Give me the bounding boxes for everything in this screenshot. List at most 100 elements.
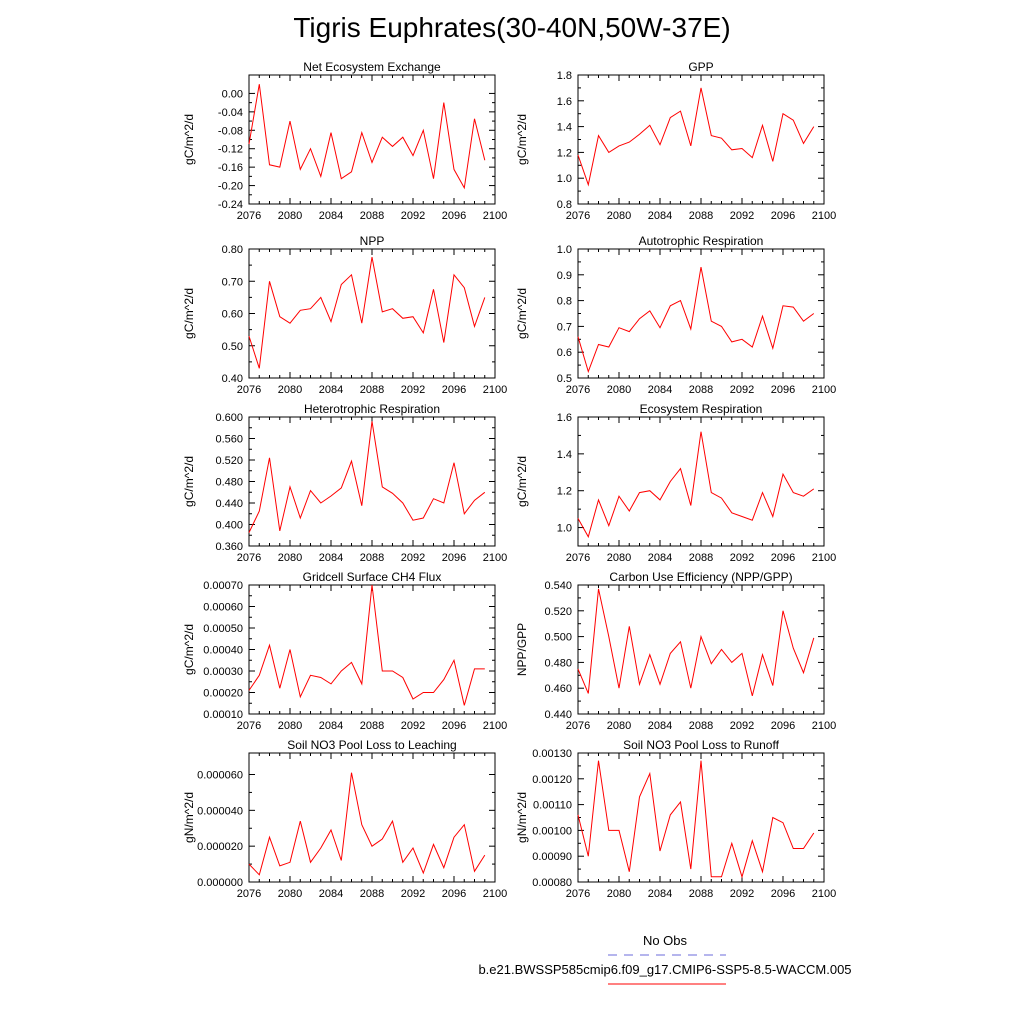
x-tick-label: 2080 [607,210,631,222]
x-tick-label: 2076 [237,210,261,222]
plot-frame [248,752,496,883]
y-tick-label: 1.2 [557,486,572,498]
x-tick-label: 2100 [483,552,507,564]
x-tick-label: 2100 [483,210,507,222]
x-tick-label: 2076 [566,552,590,564]
y-tick-label: 0.360 [215,541,243,553]
x-tick-label: 2088 [360,888,384,900]
x-tick-label: 2076 [237,888,261,900]
x-tick-label: 2088 [689,384,713,396]
y-tick-label: 1.4 [557,449,572,461]
y-tick-label: 0.00 [222,88,243,100]
y-axis-label: gC/m^2/d [182,624,196,675]
x-tick-label: 2096 [442,384,466,396]
panel-title: NPP [360,234,385,248]
x-tick-label: 2096 [771,210,795,222]
y-tick-label: 0.000060 [197,770,243,782]
panel-9: Soil NO3 Pool Loss to Leaching gN/m^2/d 20… [182,738,507,900]
plot-frame [577,752,825,883]
x-tick-label: 2080 [278,888,302,900]
series-line [577,267,815,374]
y-tick-label: -0.20 [218,181,243,193]
panel-title: Soil NO3 Pool Loss to Runoff [623,738,780,752]
x-tick-label: 2092 [401,384,425,396]
y-tick-label: -0.16 [218,162,243,174]
x-tick-label: 2088 [360,552,384,564]
x-tick-label: 2088 [360,384,384,396]
panel-title: Carbon Use Efficiency (NPP/GPP) [609,570,792,584]
panel-title: Ecosystem Respiration [640,402,763,416]
y-tick-label: 0.440 [215,498,243,510]
y-tick-label: 0.520 [544,606,572,618]
x-tick-label: 2080 [607,384,631,396]
y-tick-label: 0.6 [557,347,572,359]
y-tick-label: 0.520 [215,455,243,467]
panel-7: Gridcell Surface CH4 Flux gC/m^2/d 2076 208… [182,570,507,732]
y-axis-label: gC/m^2/d [182,456,196,507]
panel-title: Gridcell Surface CH4 Flux [303,570,442,584]
y-tick-label: 0.60 [222,309,243,321]
x-tick-label: 2096 [442,720,466,732]
x-tick-label: 2088 [360,720,384,732]
y-tick-label: 1.0 [557,173,572,185]
y-tick-label: -0.24 [218,199,243,211]
x-tick-label: 2084 [648,384,672,396]
x-tick-label: 2100 [483,384,507,396]
x-tick-label: 2084 [319,384,343,396]
y-tick-label: 0.00010 [203,709,243,721]
x-tick-label: 2084 [648,888,672,900]
y-axis-label: gC/m^2/d [515,456,529,507]
y-tick-label: 1.6 [557,412,572,424]
y-tick-label: 0.40 [222,373,243,385]
y-axis-label: gC/m^2/d [515,288,529,339]
x-tick-label: 2092 [730,720,754,732]
x-tick-label: 2100 [812,720,836,732]
panel-title: Soil NO3 Pool Loss to Leaching [287,738,456,752]
x-tick-label: 2080 [607,552,631,564]
y-tick-label: 0.00130 [532,748,572,760]
x-tick-label: 2100 [812,384,836,396]
x-tick-label: 2084 [319,720,343,732]
x-tick-label: 2076 [566,720,590,732]
y-axis-label: gC/m^2/d [182,114,196,165]
x-tick-label: 2076 [566,384,590,396]
series-line [248,84,486,190]
y-tick-label: 0.5 [557,373,572,385]
plot-frame [577,74,825,205]
series-line [248,772,486,876]
x-tick-label: 2080 [607,720,631,732]
y-tick-label: 1.6 [557,96,572,108]
y-tick-label: 0.00100 [532,825,572,837]
x-tick-label: 2100 [812,210,836,222]
x-tick-label: 2092 [730,210,754,222]
x-tick-label: 2088 [689,552,713,564]
series-line [577,87,815,187]
y-axis-label: gC/m^2/d [515,114,529,165]
y-tick-label: 0.480 [544,657,572,669]
series-line [248,257,486,369]
y-tick-label: 0.8 [557,296,572,308]
y-tick-label: 0.00050 [203,623,243,635]
y-tick-label: -0.04 [218,107,243,119]
x-tick-label: 2080 [278,552,302,564]
x-tick-label: 2080 [278,210,302,222]
x-tick-label: 2092 [401,210,425,222]
x-tick-label: 2080 [607,888,631,900]
panel-title: Net Ecosystem Exchange [303,60,441,74]
series-line [577,760,815,879]
x-tick-label: 2100 [812,552,836,564]
y-tick-label: 1.8 [557,70,572,82]
y-tick-label: 0.460 [544,683,572,695]
y-tick-label: 0.000040 [197,805,243,817]
panel-1: Net Ecosystem Exchange gC/m^2/d 2076 2080 20… [182,60,507,222]
y-tick-label: 0.7 [557,321,572,333]
x-tick-label: 2096 [442,552,466,564]
y-tick-label: 0.600 [215,412,243,424]
x-tick-label: 2092 [730,888,754,900]
y-tick-label: 0.00090 [532,851,572,863]
x-tick-label: 2076 [566,888,590,900]
y-tick-label: 0.00070 [203,580,243,592]
legend-model-label: b.e21.BWSSP585cmip6.f09_g17.CMIP6-SSP5-8… [478,962,852,977]
panel-title: GPP [688,60,713,74]
